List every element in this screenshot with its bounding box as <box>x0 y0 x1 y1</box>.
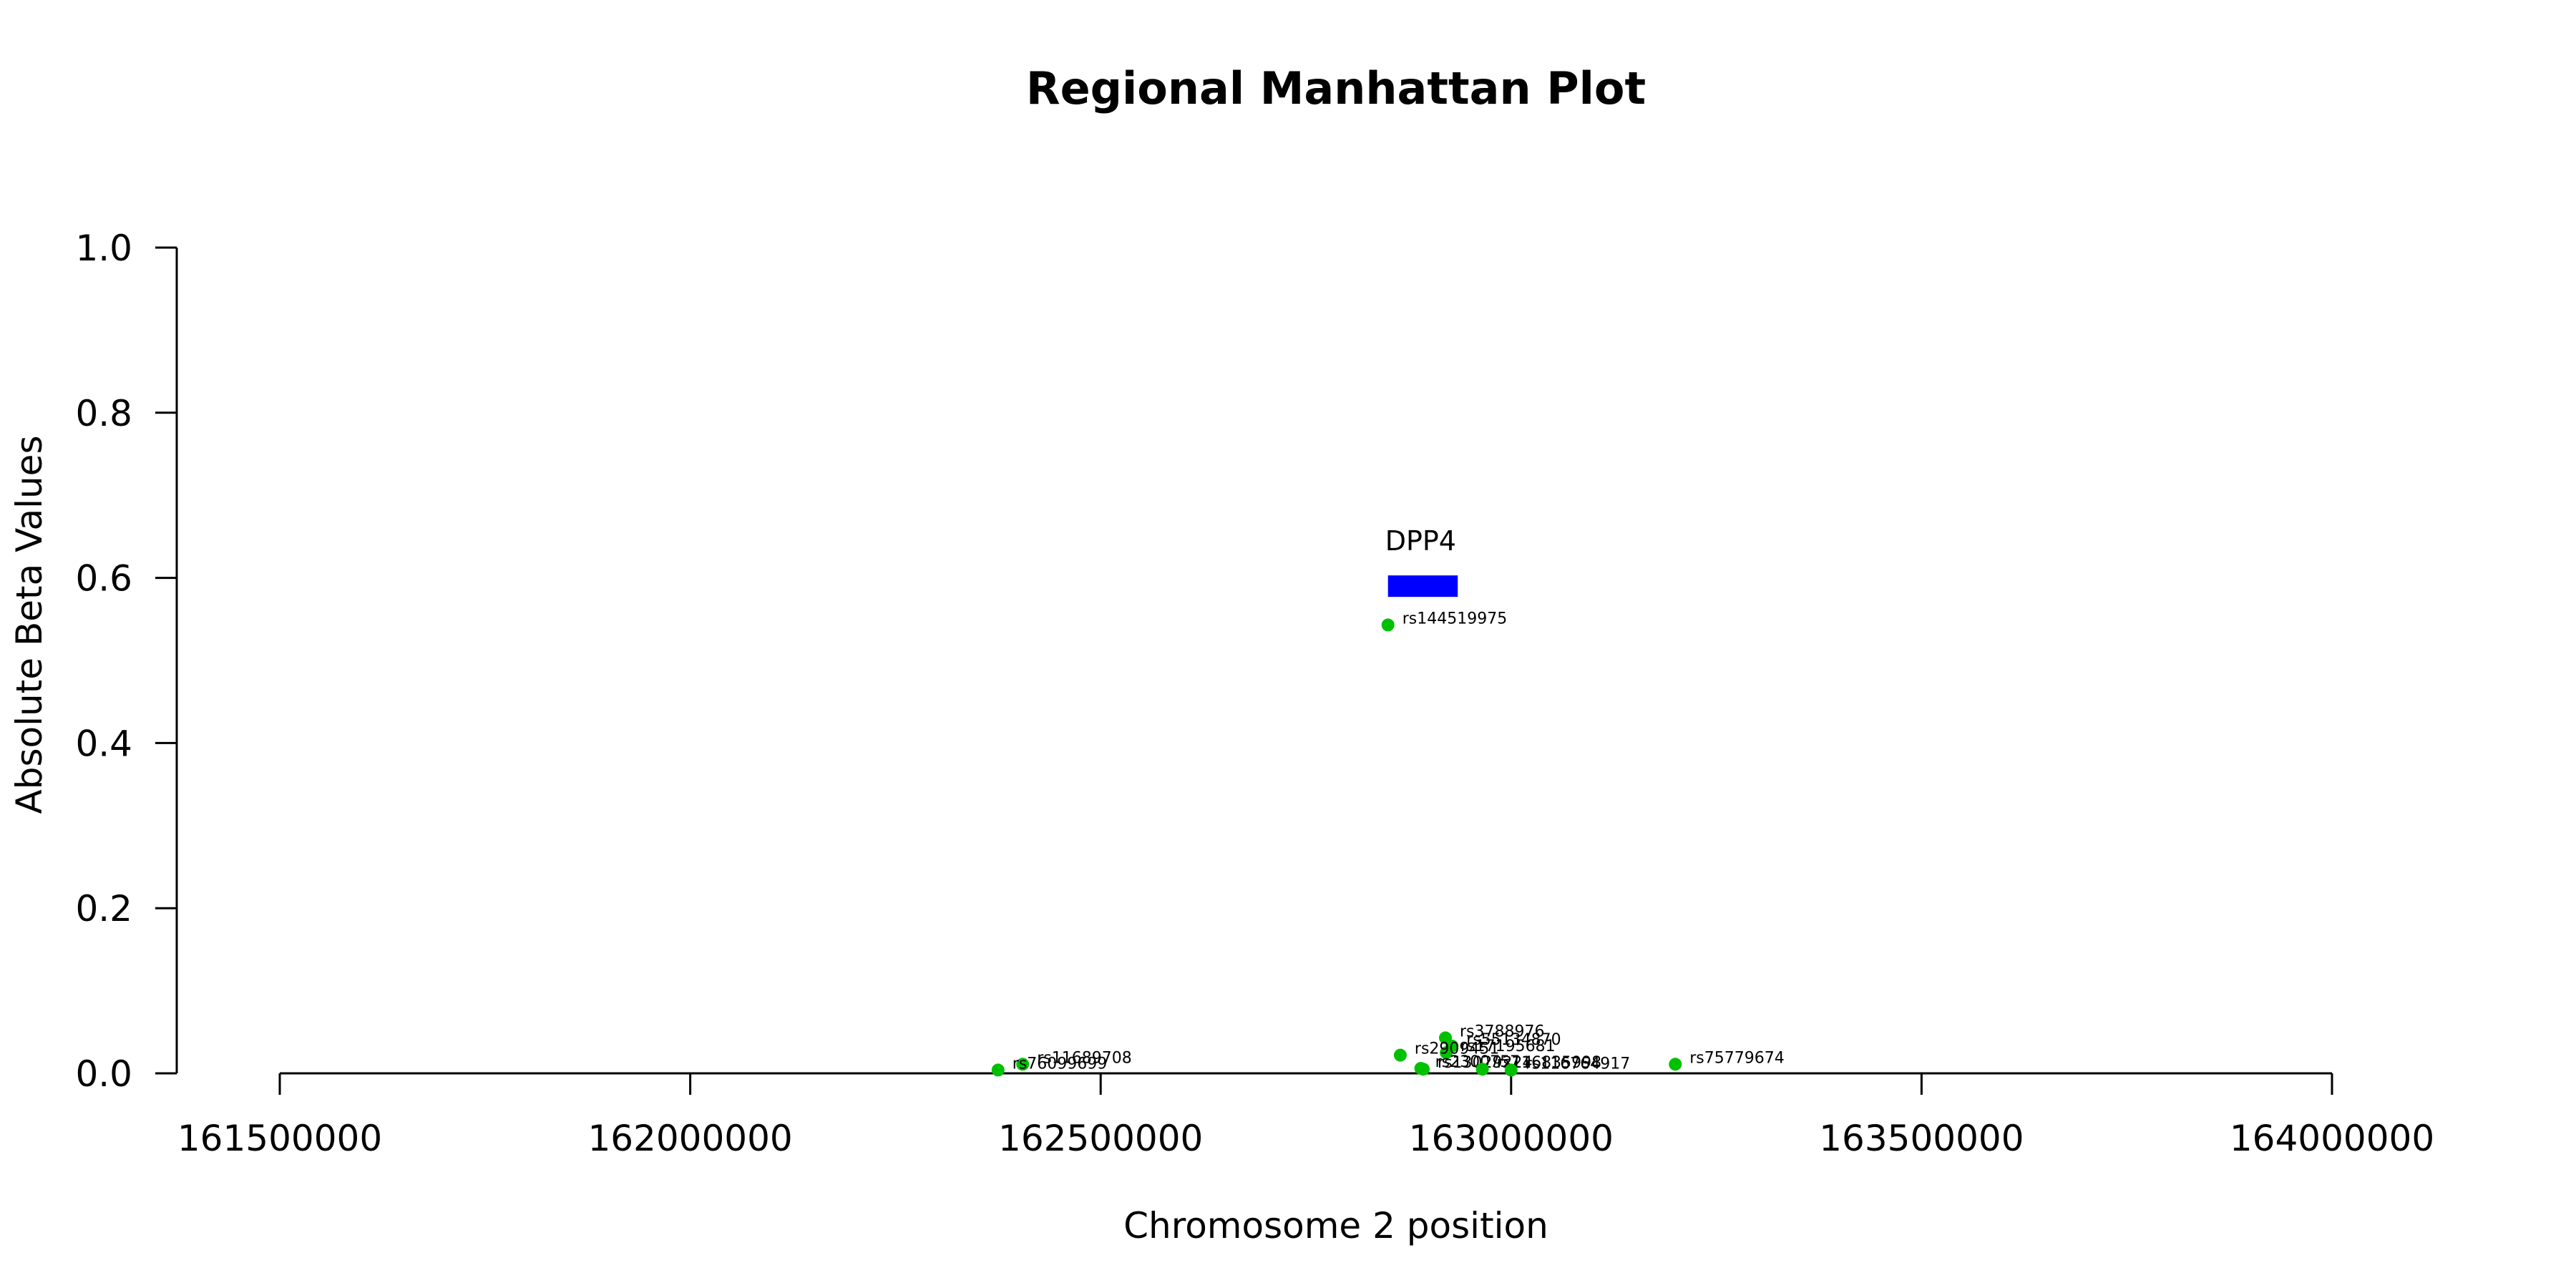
y-tick-label: 0.0 <box>75 1053 132 1095</box>
chart-title: Regional Manhattan Plot <box>1026 62 1646 114</box>
snp-label: rs11689708 <box>1037 1049 1131 1067</box>
x-tick-label: 162000000 <box>587 1118 792 1159</box>
data-points: rs144519975 rs3788976rs55134870rs17195681… <box>991 610 1785 1077</box>
y-tick-label: 0.6 <box>75 558 132 600</box>
snp-point <box>1475 1063 1489 1076</box>
snp-label: rs75779674 <box>1689 1049 1784 1067</box>
x-tick-label: 164000000 <box>2230 1118 2434 1159</box>
snp-point <box>991 1063 1005 1077</box>
y-tick-label: 1.0 <box>75 228 132 269</box>
snp-point <box>1016 1058 1030 1071</box>
snp-point <box>1440 1046 1453 1060</box>
axes: 0.0 0.2 0.4 0.6 0.8 1.0 161500000 162000000 1625… <box>75 228 2434 1159</box>
snp-label: rs76099699 <box>1013 1055 1107 1073</box>
x-axis-label: Chromosome 2 position <box>1123 1205 1548 1246</box>
y-tick-label: 0.4 <box>75 723 132 764</box>
snp-point <box>1669 1058 1682 1071</box>
snp-point <box>1393 1048 1407 1062</box>
y-tick-label: 0.2 <box>75 888 132 930</box>
snp-point <box>1417 1063 1430 1076</box>
gene-label: DPP4 <box>1385 525 1456 557</box>
gene-track: DPP4 <box>1385 525 1458 597</box>
snp-label: rs2909451 <box>1415 1040 1500 1058</box>
snp-label: rs55134870 <box>1466 1031 1561 1049</box>
y-tick-label: 0.8 <box>75 393 132 434</box>
snp-label: rs144519975 <box>1402 610 1507 628</box>
snp-point <box>1504 1063 1518 1077</box>
gene-bar <box>1387 575 1458 597</box>
x-tick-label: 163500000 <box>1819 1118 2024 1159</box>
snp-point <box>1381 618 1395 632</box>
x-tick-label: 163000000 <box>1409 1118 1614 1159</box>
snp-label: rs116764917 <box>1526 1055 1630 1073</box>
x-tick-label: 162500000 <box>998 1118 1203 1159</box>
snp-label: rs3788976 <box>1460 1023 1544 1040</box>
x-tick-label: 161500000 <box>177 1118 382 1159</box>
y-axis-label: Absolute Beta Values <box>9 436 50 814</box>
snp-label: rs17195681 <box>1460 1038 1555 1055</box>
